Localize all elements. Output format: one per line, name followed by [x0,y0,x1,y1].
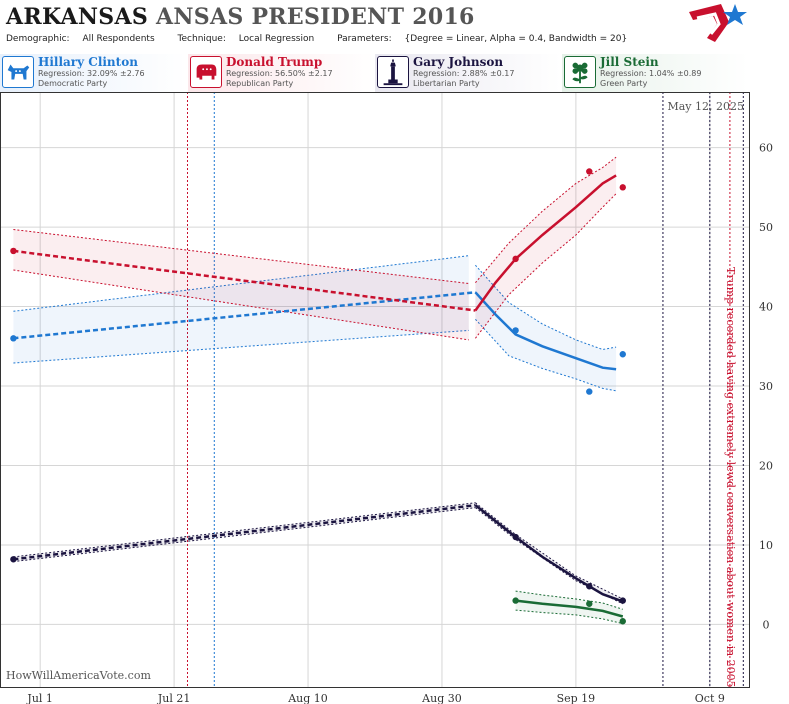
confidence-band [475,502,623,604]
confidence-band [13,229,469,340]
candidate-regression: Regression: 56.50% ±2.17 [226,69,333,78]
x-tick-label: Jul 1 [26,692,53,704]
data-point [10,247,17,255]
candidate-name: Donald Trump [226,55,323,69]
legend-clinton: Hillary Clinton Regression: 32.09% ±2.76… [0,54,186,92]
legend-stein: Jill Stein Regression: 1.04% ±0.89 Green … [562,54,748,92]
data-point [619,597,626,604]
series-trend-line [474,174,617,312]
legend-trump: Donald Trump Regression: 56.50% ±2.17 Rep… [188,54,374,92]
band-upper-line [475,502,624,600]
band-upper-line [13,502,476,558]
data-point [512,327,519,334]
plot-border [0,92,750,688]
chart-parameters: Demographic: All Respondents Technique: … [6,34,647,44]
flower-icon [564,56,596,88]
candidate-legend: Hillary Clinton Regression: 32.09% ±2.76… [0,54,789,92]
legend-johnson: Gary Johnson Regression: 2.88% ±0.17 Libe… [375,54,561,92]
y-tick-label: 30 [759,380,773,393]
candidate-name: Jill Stein [600,55,659,69]
y-tick-label: 60 [759,142,773,155]
site-logo [689,4,747,42]
band-upper-line [13,255,469,312]
data-point [512,597,519,604]
y-tick-label: 20 [759,459,773,472]
data-point [586,583,593,590]
candidate-details: Regression: 56.50% ±2.17 Republican Party [226,69,333,89]
x-tick-label: Aug 30 [421,692,462,704]
band-lower-line [515,609,623,625]
parameters-value: {Degree = Linear, Alpha = 0.4, Bandwidth… [404,34,628,44]
band-lower-line [13,329,469,364]
data-point [586,168,593,175]
demographic-value: All Respondents [82,34,155,44]
data-point [512,255,519,263]
x-tick-label: Jul 21 [157,692,191,704]
watermark: HowWillAmericaVote.com [6,669,151,682]
technique-label: Technique: [177,34,226,44]
candidate-party: Republican Party [226,79,294,88]
y-tick-label: 10 [759,539,773,552]
candidate-name: Hillary Clinton [38,55,138,69]
polling-chart: 0 10 20 30 40 50 60 Jul 1 Jul 21 Aug 10 Aug 30 Sep… [0,92,773,704]
y-tick-label: 0 [763,618,770,631]
liberty-torch-icon [377,56,409,88]
band-lower-line [13,507,476,563]
candidate-regression: Regression: 32.09% ±2.76 [38,69,145,78]
x-tick-label: Sep 19 [557,692,596,704]
x-tick-label: Aug 10 [287,692,328,704]
x-tick-label: Oct 9 [695,692,725,704]
data-point [619,618,626,625]
band-lower-line [475,318,617,392]
data-point [619,184,626,191]
band-upper-line [475,264,617,351]
donkey-icon [2,56,34,88]
band-lower-line [475,507,624,605]
chart-date: May 12, 2025 [667,100,744,113]
data-point [586,600,593,607]
series-trend-dashed [13,503,476,561]
series-trend-line [515,599,624,618]
y-tick-label: 40 [759,301,773,314]
candidate-regression: Regression: 1.04% ±0.89 [600,69,702,78]
elephant-icon [190,56,222,88]
band-lower-line [475,193,617,339]
data-point [10,556,17,563]
series-trend-dashed [13,249,476,312]
candidate-name: Gary Johnson [413,55,504,69]
band-upper-line [13,229,469,284]
demographic-label: Demographic: [6,34,70,44]
candidate-regression: Regression: 2.88% ±0.17 [413,69,515,78]
band-upper-line [515,590,623,610]
technique-value: Local Regression [238,34,315,44]
candidate-party: Democratic Party [38,79,108,88]
y-tick-label: 50 [759,221,773,234]
parameters-label: Parameters: [337,34,392,44]
series-trend-line [474,504,624,603]
data-point [512,533,519,541]
title-state: ARKANSAS [6,4,149,30]
data-point [10,335,17,342]
candidate-details: Regression: 2.88% ±0.17 Libertarian Party [413,69,514,89]
candidate-party: Green Party [600,79,648,88]
band-lower-line [13,269,469,341]
title-rest: ANSAS PRESIDENT 2016 [155,4,475,30]
candidate-party: Libertarian Party [413,79,480,88]
candidate-details: Regression: 1.04% ±0.89 Green Party [600,69,701,89]
candidate-details: Regression: 32.09% ±2.76 Democratic Party [38,69,145,89]
data-point [586,388,593,395]
confidence-band [13,255,469,363]
series-trend-line [474,291,617,371]
data-point [619,351,626,358]
event-annotation: Trump recorded having extremely lewd con… [724,267,737,688]
page-title: ARKANSAS ANSAS PRESIDENT 2016 [6,4,475,30]
